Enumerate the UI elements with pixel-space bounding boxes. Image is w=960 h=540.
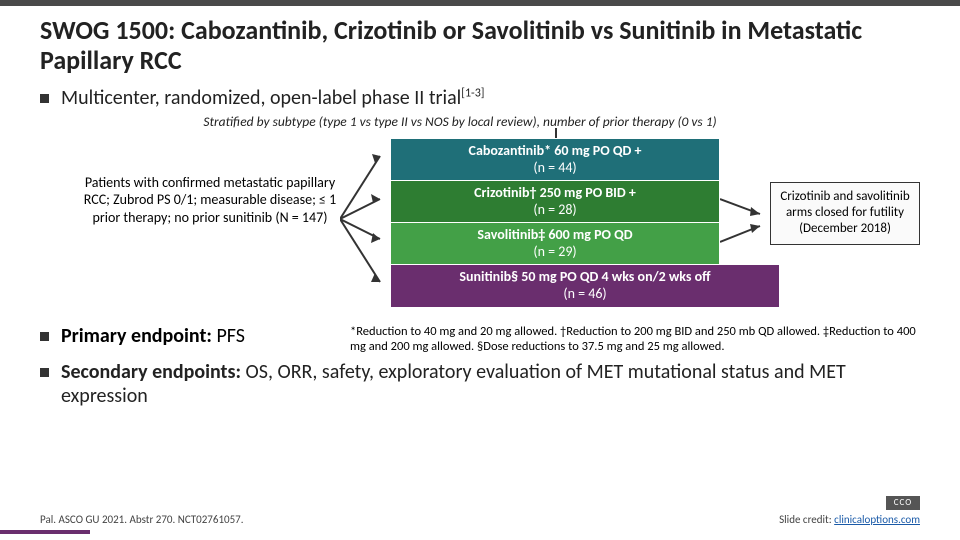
slide-title: SWOG 1500: Cabozantinib, Crizotinib or S…: [0, 6, 960, 82]
bullet1-ref: [1-3]: [461, 86, 484, 100]
bullet-icon: [40, 94, 49, 103]
secondary-label: Secondary endpoints:: [61, 360, 241, 384]
stratification-note: Stratified by subtype (type 1 vs type II…: [200, 112, 720, 134]
primary-endpoint-label: Primary endpoint:: [61, 324, 212, 348]
primary-endpoint-row: Primary endpoint: PFS: [40, 324, 340, 348]
arm-sunitinib: Sunitinib§ 50 mg PO QD 4 wks on/2 wks of…: [390, 264, 780, 308]
bullet-icon: [40, 332, 49, 341]
arm-savolitinib: Savolitinib‡ 600 mg PO QD (n = 29): [390, 222, 720, 266]
dose-footnote: *Reduction to 40 mg and 20 mg allowed. †…: [340, 324, 920, 354]
futility-note: Crizotinib and savolitinib arms closed f…: [770, 182, 920, 245]
trial-diagram: Patients with confirmed metastatic papil…: [40, 134, 920, 324]
closure-arrows-icon: [720, 184, 770, 264]
branch-arrows-icon: [340, 144, 390, 304]
source-citation: Pal. ASCO GU 2021. Abstr 270. NCT0276105…: [40, 513, 244, 526]
bottom-accent-bar: [0, 530, 90, 534]
cco-logo: CCO: [886, 496, 920, 510]
credit-link[interactable]: clinicaloptions.com: [834, 513, 920, 526]
slide-credit: Slide credit: clinicaloptions.com: [779, 513, 920, 526]
secondary-endpoints-row: Secondary endpoints: OS, ORR, safety, ex…: [0, 354, 960, 410]
arm-crizotinib: Crizotinib† 250 mg PO BID + (n = 28): [390, 180, 720, 224]
primary-endpoint-value: PFS: [212, 324, 245, 348]
patient-population-box: Patients with confirmed metastatic papil…: [80, 174, 340, 227]
bullet-trial-design: Multicenter, randomized, open-label phas…: [0, 82, 960, 112]
arm-cabozantinib: Cabozantinib* 60 mg PO QD + (n = 44): [390, 138, 720, 182]
bullet-icon: [40, 368, 49, 377]
bullet1-text: Multicenter, randomized, open-label phas…: [61, 86, 461, 110]
